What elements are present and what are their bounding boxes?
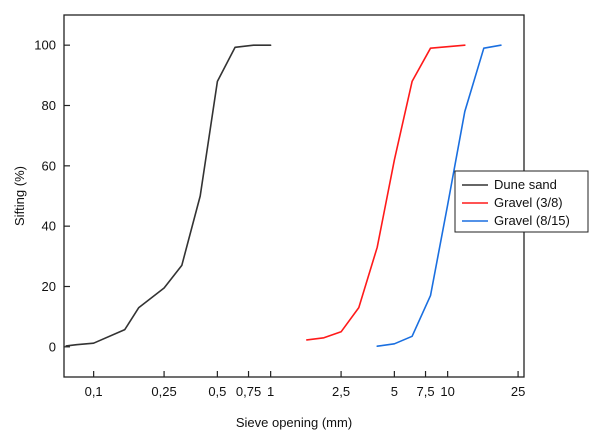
- series-line-dune-sand: [65, 44, 272, 347]
- x-tick-label-0-1: 0,1: [85, 384, 103, 399]
- y-tick-label-0: 0: [49, 339, 56, 354]
- legend-label-gravel-3-8: Gravel (3/8): [494, 195, 563, 210]
- series-line-gravel-8-15: [376, 44, 502, 348]
- x-tick-label-1: 1: [267, 384, 274, 399]
- legend-label-dune-sand: Dune sand: [494, 177, 557, 192]
- y-tick-label-20: 20: [42, 279, 56, 294]
- y-tick-label-60: 60: [42, 158, 56, 173]
- x-axis-title: Sieve opening (mm): [236, 415, 352, 430]
- x-tick-label-2-5: 2,5: [332, 384, 350, 399]
- y-axis-ticks: 0 20 40 60 80 100: [34, 38, 70, 354]
- legend: Dune sand Gravel (3/8) Gravel (8/15): [454, 170, 589, 233]
- x-tick-label-25: 25: [511, 384, 525, 399]
- x-tick-label-0-25: 0,25: [151, 384, 176, 399]
- x-tick-label-0-5: 0,5: [208, 384, 226, 399]
- y-axis-title: Sifting (%): [12, 166, 27, 226]
- series-layer: [65, 44, 502, 348]
- x-tick-label-10: 10: [440, 384, 454, 399]
- x-axis-ticks: 0,1 0,25 0,5 0,75 1 2,5 5 7,5 10 25: [85, 371, 525, 399]
- y-tick-label-80: 80: [42, 98, 56, 113]
- x-tick-label-5: 5: [391, 384, 398, 399]
- legend-box: [454, 170, 589, 233]
- x-tick-label-7-5: 7,5: [416, 384, 434, 399]
- series-line-gravel-3-8: [305, 44, 466, 341]
- y-tick-label-100: 100: [34, 38, 56, 53]
- x-tick-label-0-75: 0,75: [236, 384, 261, 399]
- legend-label-gravel-8-15: Gravel (8/15): [494, 213, 570, 228]
- y-tick-label-40: 40: [42, 219, 56, 234]
